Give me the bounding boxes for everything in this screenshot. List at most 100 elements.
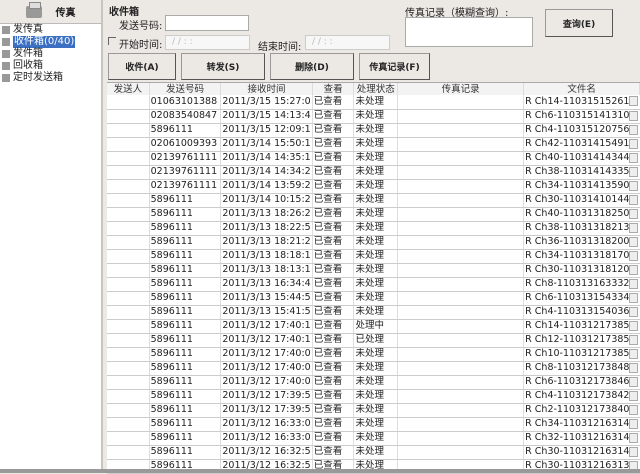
cell: 5896111 xyxy=(149,417,222,432)
open-file-button-icon[interactable] xyxy=(629,348,639,359)
start-time-picker[interactable]: / / : : xyxy=(165,35,250,50)
column-header[interactable]: 文件名 xyxy=(523,83,640,95)
cell: 2011/3/12 17:40:0 xyxy=(220,347,313,362)
open-file-button-icon[interactable] xyxy=(629,390,639,401)
column-header[interactable]: 处理状态 xyxy=(353,83,399,95)
open-file-button-icon[interactable] xyxy=(629,250,639,261)
table-row[interactable]: 02139761111 2011/3/14 14:35:1 已查看 未处理 R Ch40… xyxy=(107,151,640,166)
table-row[interactable]: 5896111 2011/3/12 16:33:0 已查看 未处理 R Ch32-110… xyxy=(107,431,640,446)
receive-button[interactable]: 收件(A) xyxy=(108,53,176,80)
column-header[interactable]: 发送号码 xyxy=(149,83,222,95)
table-row[interactable]: 5896111 2011/3/12 17:40:0 已查看 未处理 R Ch6-1103… xyxy=(107,375,640,390)
open-file-button-icon[interactable] xyxy=(629,110,639,121)
open-file-button-icon[interactable] xyxy=(629,236,639,247)
sidebar-item[interactable]: 收件箱(0/40) xyxy=(0,36,101,48)
open-file-button-icon[interactable] xyxy=(629,138,639,149)
end-time-picker[interactable]: / / : : xyxy=(305,35,390,50)
open-file-button-icon[interactable] xyxy=(629,124,639,135)
sidebar-item[interactable]: 发传真 xyxy=(0,24,101,36)
table-row[interactable]: 02139761111 2011/3/14 14:34:2 已查看 未处理 R Ch38… xyxy=(107,165,640,180)
table-row[interactable]: 5896111 2011/3/12 17:40:1 已查看 处理中 R Ch14-110… xyxy=(107,319,640,334)
file-name: R Ch30-11031410144 xyxy=(525,194,630,205)
cell xyxy=(107,277,150,292)
forward-button[interactable]: 转发(S) xyxy=(181,53,265,80)
table-row[interactable]: 01063101388 2011/3/15 15:27:0 已查看 未处理 R Ch14… xyxy=(107,95,640,110)
cell xyxy=(397,389,525,404)
open-file-button-icon[interactable] xyxy=(629,194,639,205)
cell xyxy=(107,305,150,320)
table-row[interactable]: 02061009393 2011/3/14 15:50:1 已查看 未处理 R Ch42… xyxy=(107,137,640,152)
open-file-button-icon[interactable] xyxy=(629,446,639,457)
open-file-button-icon[interactable] xyxy=(629,376,639,387)
open-file-button-icon[interactable] xyxy=(629,404,639,415)
open-file-button-icon[interactable] xyxy=(629,264,639,275)
table-row[interactable]: 5896111 2011/3/14 10:15:2 已查看 未处理 R Ch30-110… xyxy=(107,193,640,208)
fax-record-button[interactable]: 传真记录(F) xyxy=(359,53,430,80)
sidebar-item[interactable]: 回收箱 xyxy=(0,60,101,72)
cell: 2011/3/14 15:50:1 xyxy=(220,137,313,152)
record-search-input[interactable] xyxy=(405,17,533,47)
table-row[interactable]: 5896111 2011/3/13 15:44:5 已查看 未处理 R Ch6-1103… xyxy=(107,291,640,306)
open-file-button-icon[interactable] xyxy=(629,278,639,289)
table-row[interactable]: 5896111 2011/3/13 18:21:2 已查看 未处理 R Ch36-110… xyxy=(107,235,640,250)
table-row[interactable]: 5896111 2011/3/13 18:22:5 已查看 未处理 R Ch38-110… xyxy=(107,221,640,236)
inbox-icon xyxy=(2,38,10,46)
open-file-button-icon[interactable] xyxy=(629,222,639,233)
table-row[interactable]: 5896111 2011/3/12 16:32:5 已查看 未处理 R Ch30-110… xyxy=(107,445,640,460)
cell xyxy=(397,375,525,390)
file-name: R Ch38-11031414335 xyxy=(525,166,630,177)
sidebar-item[interactable]: 发件箱 xyxy=(0,48,101,60)
file-name: R Ch10-11031217385 xyxy=(525,348,630,359)
cell: 02083540847 xyxy=(149,109,222,124)
table-row[interactable]: 5896111 2011/3/13 15:41:5 已查看 未处理 R Ch4-1103… xyxy=(107,305,640,320)
open-file-button-icon[interactable] xyxy=(629,208,639,219)
open-file-button-icon[interactable] xyxy=(629,166,639,177)
table-row[interactable]: 5896111 2011/3/12 17:40:0 已查看 未处理 R Ch8-1103… xyxy=(107,361,640,376)
open-file-button-icon[interactable] xyxy=(629,432,639,443)
cell: 2011/3/15 14:13:4 xyxy=(220,109,313,124)
sender-number-input[interactable] xyxy=(165,15,249,31)
cell: 处理中 xyxy=(353,319,399,334)
panel-title: 收件箱 xyxy=(109,7,139,18)
query-button[interactable]: 查询(E) xyxy=(545,9,613,37)
table-row[interactable]: 5896111 2011/3/12 17:39:5 已查看 未处理 R Ch2-1103… xyxy=(107,403,640,418)
delete-button[interactable]: 删除(D) xyxy=(270,53,354,80)
table-row[interactable]: 5896111 2011/3/15 12:09:1 已查看 未处理 R Ch4-1103… xyxy=(107,123,640,138)
table-row[interactable]: 5896111 2011/3/13 18:26:2 已查看 未处理 R Ch40-110… xyxy=(107,207,640,222)
cell: R Ch6-110312173846 xyxy=(523,375,640,390)
table-row[interactable]: 5896111 2011/3/12 17:40:1 已查看 已处理 R Ch12-110… xyxy=(107,333,640,348)
cell xyxy=(397,445,525,460)
file-name: R Ch14-11031515261 xyxy=(525,95,630,107)
table-row[interactable]: 02139761111 2011/3/14 13:59:2 已查看 未处理 R Ch34… xyxy=(107,179,640,194)
table-row[interactable]: 5896111 2011/3/12 17:40:0 已查看 未处理 R Ch10-110… xyxy=(107,347,640,362)
table-row[interactable]: 5896111 2011/3/12 17:39:5 已查看 未处理 R Ch4-1103… xyxy=(107,389,640,404)
column-header[interactable]: 查看 xyxy=(312,83,355,95)
column-header[interactable]: 传真记录 xyxy=(397,83,525,95)
sidebar-item-label: 收件箱(0/40) xyxy=(13,36,76,48)
open-file-button-icon[interactable] xyxy=(629,96,639,107)
table-row[interactable]: 5896111 2011/3/13 18:13:1 已查看 未处理 R Ch30-110… xyxy=(107,263,640,278)
open-file-button-icon[interactable] xyxy=(629,320,639,331)
cell: 2011/3/12 16:33:0 xyxy=(220,417,313,432)
table-row[interactable]: 5896111 2011/3/13 18:18:1 已查看 未处理 R Ch34-110… xyxy=(107,249,640,264)
open-file-button-icon[interactable] xyxy=(629,152,639,163)
cell xyxy=(397,319,525,334)
open-file-button-icon[interactable] xyxy=(629,418,639,429)
sidebar-item[interactable]: 定时发送箱 xyxy=(0,72,101,84)
cell: R Ch8-110313163332 xyxy=(523,277,640,292)
table-row[interactable]: 02083540847 2011/3/15 14:13:4 已查看 未处理 R Ch6-… xyxy=(107,109,640,124)
cell: 2011/3/12 16:32:5 xyxy=(220,445,313,460)
file-name: R Ch30-11031318120 xyxy=(525,264,630,275)
open-file-button-icon[interactable] xyxy=(629,362,639,373)
column-header[interactable]: 接收时间 xyxy=(220,83,313,95)
start-time-checkbox[interactable] xyxy=(108,37,116,45)
file-name: R Ch38-11031318213 xyxy=(525,222,630,233)
open-file-button-icon[interactable] xyxy=(629,292,639,303)
open-file-button-icon[interactable] xyxy=(629,180,639,191)
open-file-button-icon[interactable] xyxy=(629,334,639,345)
column-header[interactable]: 发送人 xyxy=(107,83,150,95)
table-row[interactable]: 5896111 2011/3/13 16:34:4 已查看 未处理 R Ch8-1103… xyxy=(107,277,640,292)
open-file-button-icon[interactable] xyxy=(629,306,639,317)
table-row[interactable]: 5896111 2011/3/12 16:33:0 已查看 未处理 R Ch34-110… xyxy=(107,417,640,432)
cell xyxy=(107,249,150,264)
